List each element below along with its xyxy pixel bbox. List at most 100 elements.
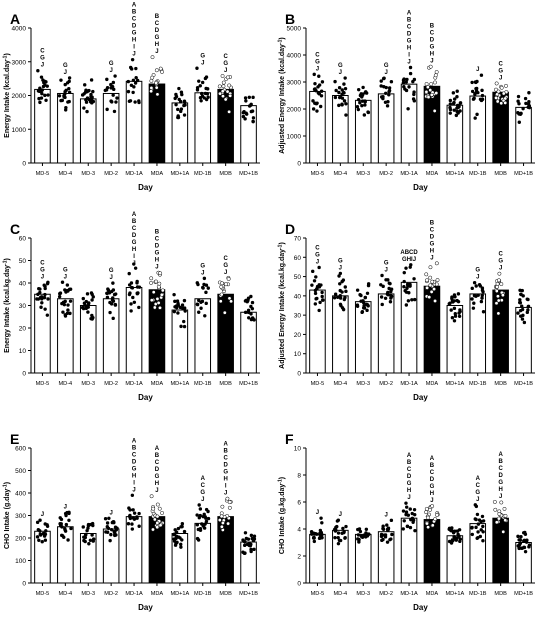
data-point	[149, 276, 154, 281]
data-point	[496, 89, 501, 94]
data-point	[39, 305, 43, 309]
significance-letter: J	[224, 270, 227, 276]
data-point	[45, 523, 49, 527]
data-point	[360, 310, 365, 314]
data-point	[113, 303, 118, 307]
data-point	[317, 283, 321, 287]
data-point	[128, 513, 132, 518]
bar-MDB	[492, 517, 509, 584]
data-point	[408, 65, 413, 70]
data-point	[500, 293, 505, 298]
data-point	[183, 309, 187, 313]
data-point	[320, 532, 324, 537]
x-tick-label: MD-2	[104, 591, 118, 597]
significance-letter: H	[155, 42, 159, 48]
data-point	[82, 92, 86, 96]
data-point	[114, 100, 118, 104]
data-point	[105, 530, 110, 534]
data-point	[385, 104, 390, 108]
x-tick-label: MD-4	[334, 171, 348, 177]
data-point	[204, 290, 208, 295]
significance-letter: G	[200, 490, 205, 496]
data-point	[150, 75, 155, 80]
data-point	[503, 96, 508, 101]
data-point	[360, 103, 364, 108]
data-point	[320, 290, 324, 295]
x-axis-label: Day	[138, 393, 153, 402]
data-point	[252, 537, 257, 541]
data-point	[63, 95, 67, 100]
y-tick-label: 60	[19, 236, 27, 243]
bar-MD+1A	[171, 309, 189, 374]
significance-letter: C	[40, 49, 45, 55]
data-point	[429, 82, 434, 86]
data-point	[471, 306, 476, 310]
data-point	[218, 91, 222, 96]
x-tick-label: MD-1A	[400, 591, 418, 597]
data-point	[429, 289, 434, 294]
data-point	[403, 87, 407, 91]
data-point	[480, 293, 484, 298]
data-point	[205, 92, 210, 96]
data-point	[126, 79, 131, 84]
data-point	[481, 310, 486, 314]
data-point	[36, 297, 41, 301]
data-point	[176, 526, 181, 531]
data-point	[196, 538, 201, 542]
data-point	[476, 530, 480, 534]
significance-letter: J	[109, 510, 112, 516]
data-point	[243, 540, 247, 544]
data-point	[126, 522, 131, 526]
data-point	[336, 541, 341, 546]
data-point	[503, 513, 508, 518]
significance-letter: D	[155, 244, 160, 250]
data-point	[198, 507, 203, 511]
x-tick-label: MD-5	[36, 171, 50, 177]
significance-letter: I	[408, 52, 410, 58]
data-point	[402, 279, 406, 284]
data-point	[206, 286, 210, 290]
x-tick-label: MD-1B	[194, 381, 212, 387]
data-point	[338, 282, 342, 286]
y-tick-label: 4	[297, 527, 301, 534]
data-point	[199, 99, 203, 103]
panel-F: F 0 2 4 6 8 10 CHO Intake (g.kg.day-1) Day MD-5 J M…	[278, 431, 535, 612]
x-tick-label: MD+1A	[445, 591, 464, 597]
data-point	[314, 297, 318, 301]
significance-letter: J	[41, 512, 44, 518]
data-point	[338, 538, 343, 543]
data-point	[60, 301, 64, 306]
data-point	[381, 527, 386, 531]
data-point	[225, 496, 230, 501]
data-point	[476, 522, 481, 526]
data-point	[151, 527, 155, 532]
significance-letter: A	[132, 438, 137, 444]
data-point	[433, 517, 438, 522]
data-point	[105, 521, 110, 525]
data-point	[409, 517, 413, 522]
significance-letter: C	[132, 226, 137, 232]
data-point	[111, 80, 116, 85]
bar-MD+1B	[515, 106, 532, 164]
data-point	[458, 309, 462, 314]
data-point	[472, 280, 477, 285]
data-point	[41, 531, 45, 536]
bar-MD-1B	[469, 95, 487, 164]
y-tick-label: 0	[22, 161, 26, 168]
data-point	[132, 300, 137, 305]
y-tick-label: 5000	[287, 26, 302, 33]
data-point	[311, 99, 315, 103]
data-point	[458, 537, 463, 541]
significance-letter: D	[132, 24, 137, 30]
significance-letter: I	[133, 45, 135, 51]
data-point	[361, 85, 365, 90]
data-point	[251, 116, 256, 120]
y-tick-label: 0	[22, 371, 26, 378]
significance-letter: D	[132, 233, 137, 239]
bar-MD-5	[34, 293, 51, 374]
significance-letter: A	[498, 452, 503, 458]
data-point	[405, 286, 409, 290]
significance-letter: G	[132, 466, 137, 472]
data-point	[87, 301, 91, 305]
data-point	[131, 90, 135, 95]
